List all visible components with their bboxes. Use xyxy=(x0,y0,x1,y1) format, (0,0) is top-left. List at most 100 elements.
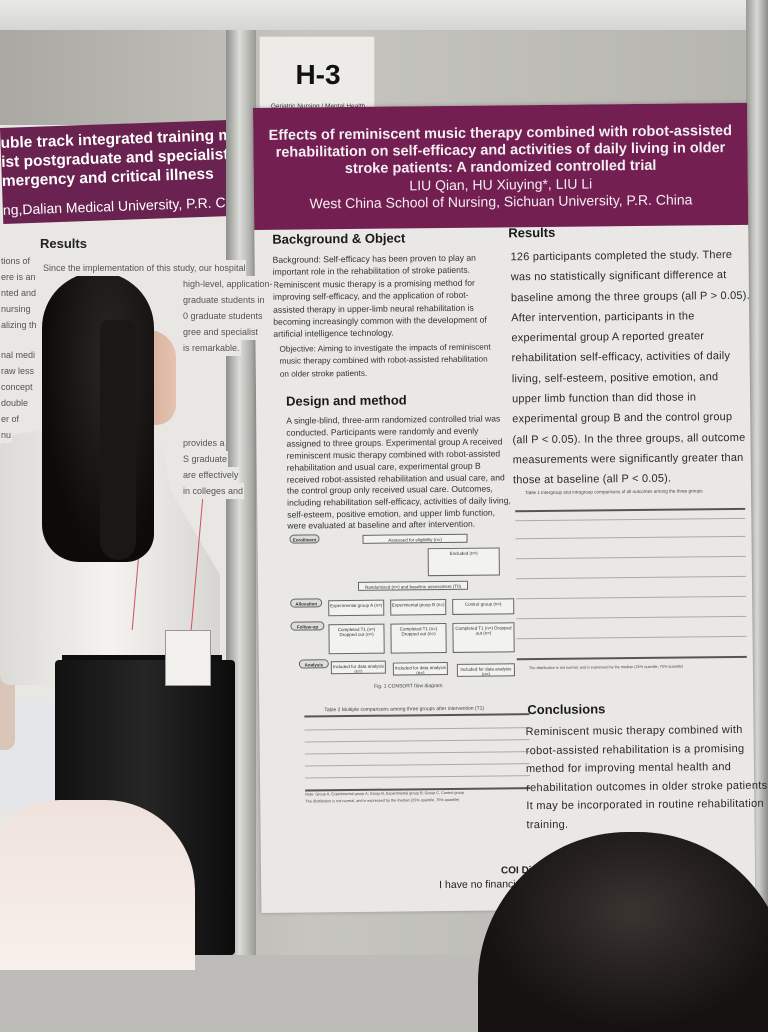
flow-stage: Follow-up xyxy=(290,621,325,631)
table-rule xyxy=(515,517,746,522)
text-line: nursing xyxy=(0,301,32,317)
text-line: in colleges and xyxy=(182,483,245,499)
left-poster-results-text: Since the implementation of this study, … xyxy=(42,260,274,356)
text-line: 0 graduate students xyxy=(182,308,264,324)
table-rule xyxy=(516,615,747,620)
flow-box: Excluded (n=) xyxy=(427,547,500,577)
flow-box: Included for data analysis (n=) xyxy=(456,663,515,677)
flow-box: Experimental group A (n=) xyxy=(328,599,385,617)
flow-stage: Allocation xyxy=(290,598,323,608)
flow-box: Completed T1 (n=) Dropped out (n=) xyxy=(452,622,515,653)
text-line: er of xyxy=(0,411,21,427)
table-rule xyxy=(515,575,746,580)
text-line: high-level, application- xyxy=(182,276,274,292)
flow-box: Completed T1 (n=) Dropped out (n=) xyxy=(390,623,447,654)
text-line: tions of xyxy=(0,253,32,269)
table-rule xyxy=(516,595,747,600)
table-rule xyxy=(516,635,747,640)
text-line: nted and xyxy=(0,285,38,301)
text-line: concept xyxy=(0,379,34,395)
text-line: robot-assisted rehabilitation is a promi… xyxy=(525,742,745,757)
table-caption: Table 2 Multiple comparisons among three… xyxy=(324,705,485,714)
foreground-person-shoulder xyxy=(0,800,195,970)
table-caption: Table 1 Intergroup and intragroup compar… xyxy=(525,488,703,496)
table-rule xyxy=(304,751,530,755)
text-line: on older stroke patients. xyxy=(279,368,368,379)
flow-box: Randomized (n=) and baseline assessment … xyxy=(357,580,469,591)
table-rule xyxy=(515,555,746,560)
table-note: Note: Group A, Experimental group A; Gro… xyxy=(305,790,465,797)
text-line: nu xyxy=(0,427,13,443)
text-line: provides a xyxy=(182,435,226,451)
flow-box: Control group (n=) xyxy=(452,598,515,615)
table-rule xyxy=(516,655,747,660)
text-line: double xyxy=(0,395,30,411)
text-line: experimental group B and the control gro… xyxy=(512,411,733,426)
text-line: upper limb function than did those in xyxy=(512,391,697,406)
background-heading: Background & Object xyxy=(272,230,406,247)
table-2: Table 2 Multiple comparisons among three… xyxy=(304,705,531,807)
table-1: Table 1 Intergroup and intragroup compar… xyxy=(515,488,747,680)
text-line: graduate students in xyxy=(182,292,266,308)
text-line: baseline among the three groups (all P >… xyxy=(510,289,750,304)
figure-caption: Fig. 1 CONSORT flow diagram xyxy=(374,683,443,690)
text-line: S graduate xyxy=(182,451,229,467)
results-heading: Results xyxy=(508,224,556,241)
presenter-hair-front xyxy=(100,320,136,560)
results-text: 126 participants completed the study. Th… xyxy=(510,245,751,491)
text-line: measurements were significantly greater … xyxy=(512,451,744,467)
text-line: living, self-esteem, positive emotion, a… xyxy=(511,370,719,386)
design-text: A single-blind, three-arm randomized con… xyxy=(286,413,511,532)
left-poster-affiliation: ng,Dalian Medical University, P.R. China xyxy=(2,193,253,218)
text-line: (all P < 0.05). In the three groups, all… xyxy=(512,431,746,446)
text-line: ere is an xyxy=(0,269,37,285)
left-poster-lower-text: provides a S graduate are effectively in… xyxy=(182,435,245,499)
text-line: raw less xyxy=(0,363,36,379)
text-line: 126 participants completed the study. Th… xyxy=(510,248,733,264)
text-line: nal medi xyxy=(0,347,37,363)
consort-flow-diagram: Enrollment Assessed for eligibility (n=)… xyxy=(287,530,519,697)
flow-stage: Enrollment xyxy=(289,534,320,544)
text-line: Reminiscent music therapy combined with xyxy=(525,723,743,739)
text-line: It may be incorporated in routine rehabi… xyxy=(526,797,764,813)
left-poster-fragments: tions of ere is an nted and nursing aliz… xyxy=(0,253,38,443)
text-line: music therapy combined with robot-assist… xyxy=(279,354,488,367)
text-line: artificial intelligence technology. xyxy=(273,327,394,340)
name-badge xyxy=(165,630,211,686)
text-line: After intervention, participants in the xyxy=(511,310,695,325)
main-poster: Effects of reminiscent music therapy com… xyxy=(253,102,768,913)
text-line: alizing th xyxy=(0,317,38,333)
flow-box: Completed T1 (n=) Dropped out (n=) xyxy=(328,623,385,655)
table-rule xyxy=(304,727,530,731)
table-rule xyxy=(304,763,530,767)
text-line: Since the implementation of this study, … xyxy=(42,260,247,276)
flow-stage: Analysis xyxy=(298,659,329,669)
left-poster-header: uble track integrated training mode of i… xyxy=(0,119,279,224)
table-rule xyxy=(305,775,531,779)
text-line: training. xyxy=(526,818,569,831)
table-rule xyxy=(304,713,530,717)
background-text: Background: Self-efficacy has been prove… xyxy=(273,252,487,341)
text-line: experimental group A reported greater xyxy=(511,330,705,345)
flow-box: Included for data analysis (n=) xyxy=(330,660,386,675)
poster-header: Effects of reminiscent music therapy com… xyxy=(253,102,749,230)
table-note: The distribution is not normal, and is e… xyxy=(528,664,683,671)
flow-box: Assessed for eligibility (n=) xyxy=(362,533,468,544)
table-rule xyxy=(515,535,746,540)
flow-box: Included for data analysis (n=) xyxy=(392,661,448,676)
text-line: was no statistically significant differe… xyxy=(510,269,727,284)
text-line: are effectively xyxy=(182,467,240,483)
table-footnote: The distribution is not normal, and is e… xyxy=(305,797,460,804)
left-poster-results-heading: Results xyxy=(40,236,87,251)
conclusions-heading: Conclusions xyxy=(527,701,606,718)
board-code: H-3 xyxy=(295,59,341,90)
table-rule xyxy=(515,507,746,512)
table-rule xyxy=(304,739,530,743)
text-line: is remarkable. xyxy=(182,340,241,356)
text-line: gree and specialist xyxy=(182,324,260,340)
design-heading: Design and method xyxy=(285,392,407,409)
text-line: rehabilitation self-efficacy, activities… xyxy=(511,350,731,365)
objective-text: Objective: Aiming to investigate the imp… xyxy=(279,342,491,381)
flow-box: Experimental group B (n=) xyxy=(390,599,447,616)
conclusions-text: Reminiscent music therapy combined with … xyxy=(525,721,768,835)
